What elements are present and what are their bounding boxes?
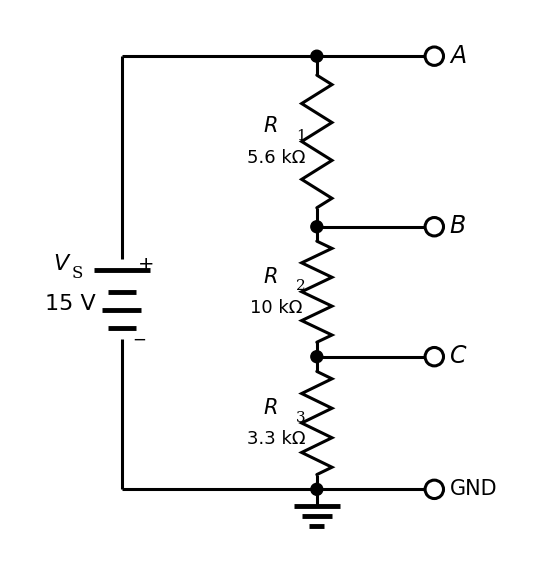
- Text: +: +: [138, 255, 154, 274]
- Text: $R$: $R$: [263, 116, 278, 136]
- Text: $R$: $R$: [263, 266, 278, 287]
- Circle shape: [425, 217, 444, 236]
- Text: $R$: $R$: [263, 398, 278, 418]
- Text: 3.3 kΩ: 3.3 kΩ: [247, 430, 305, 449]
- Text: 3: 3: [296, 410, 306, 425]
- Text: 2: 2: [296, 279, 306, 293]
- Text: S: S: [72, 265, 83, 282]
- Text: GND: GND: [450, 479, 497, 499]
- Circle shape: [425, 480, 444, 499]
- Text: $A$: $A$: [450, 45, 467, 68]
- Circle shape: [311, 221, 323, 233]
- Text: 15 V: 15 V: [45, 294, 96, 314]
- Text: $V$: $V$: [53, 253, 72, 275]
- Circle shape: [311, 351, 323, 362]
- Text: 10 kΩ: 10 kΩ: [250, 299, 302, 317]
- Circle shape: [425, 47, 444, 65]
- Circle shape: [311, 50, 323, 62]
- Text: $B$: $B$: [450, 215, 466, 238]
- Circle shape: [311, 483, 323, 495]
- Text: 1: 1: [296, 129, 306, 143]
- Text: 5.6 kΩ: 5.6 kΩ: [247, 149, 305, 166]
- Circle shape: [425, 347, 444, 366]
- Text: $C$: $C$: [450, 345, 468, 368]
- Text: −: −: [132, 331, 146, 349]
